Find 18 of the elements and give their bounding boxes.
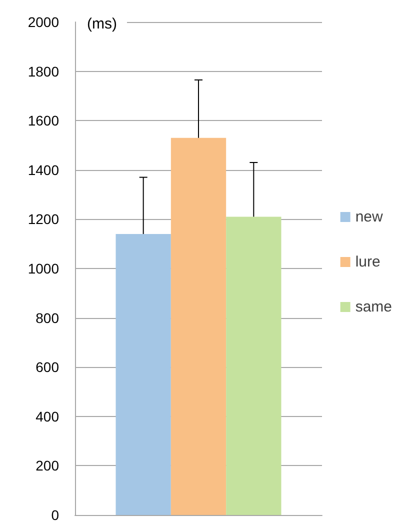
legend-label: lure (355, 254, 380, 270)
y-axis-title: (ms) (87, 16, 117, 32)
bar (170, 138, 226, 515)
y-tick-label: 1400 (28, 162, 60, 178)
y-tick-label: 2000 (28, 14, 60, 30)
bar (226, 216, 282, 515)
y-tick-label: 1200 (28, 211, 60, 228)
y-tick-label: 1800 (28, 63, 60, 80)
y-tick-label: 200 (36, 458, 60, 474)
legend-label: new (355, 208, 384, 226)
y-tick-label: 0 (51, 507, 60, 523)
bar (116, 234, 171, 515)
y-tick-label: 1000 (28, 260, 60, 276)
y-tick-label: 600 (36, 359, 60, 376)
y-tick-label: 1600 (28, 112, 60, 129)
y-tick-label: 800 (36, 310, 60, 326)
legend-label: same (355, 298, 392, 316)
y-tick-label: 400 (36, 408, 60, 424)
